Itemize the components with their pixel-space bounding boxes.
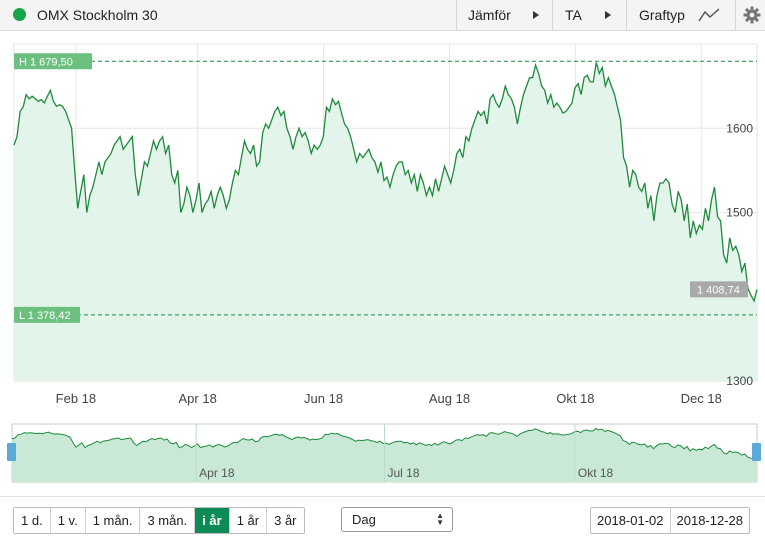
range-3m-button[interactable]: 3 mån. <box>140 508 196 533</box>
low-badge: L 1 378,42 <box>14 306 80 323</box>
x-tick-label: Aug 18 <box>429 391 470 406</box>
navigator-tick-label: Okt 18 <box>578 466 614 480</box>
price-area-fill <box>14 62 757 381</box>
price-chart[interactable]: H 1 679,50 L 1 378,42 1 408,74 160015001… <box>0 31 765 421</box>
compare-arrow-icon <box>533 11 539 19</box>
navigator-labels: Apr 18 Jul 18 Okt 18 <box>199 466 613 480</box>
low-label: L 1 378,42 <box>19 310 71 322</box>
x-tick-label: Jun 18 <box>304 391 343 406</box>
toolbar-divider <box>552 0 553 31</box>
interval-select[interactable]: Dag ▲ ▼ <box>341 507 453 532</box>
navigator-left-handle[interactable] <box>7 443 16 461</box>
toolbar: OMX Stockholm 30 Jämför TA Graftyp <box>0 0 765 31</box>
navigator-tick-label: Jul 18 <box>388 466 420 480</box>
y-axis-labels: 1600 1500 1300 <box>726 121 753 388</box>
page-title: OMX Stockholm 30 <box>37 7 158 23</box>
navigator-tick-label: Apr 18 <box>199 466 235 480</box>
select-caret-icon: ▲ ▼ <box>436 511 444 527</box>
toolbar-divider <box>735 0 736 31</box>
y-tick-label: 1300 <box>726 374 753 388</box>
range-1w-button[interactable]: 1 v. <box>50 508 86 533</box>
last-price-label: 1 408,74 <box>697 284 740 296</box>
date-to-field[interactable]: 2018-12-28 <box>670 508 749 533</box>
x-axis-labels: Feb 18 Apr 18 Jun 18 Aug 18 Okt 18 Dec 18 <box>56 391 722 406</box>
navigator-gridlines <box>195 424 576 482</box>
high-label: H 1 679,50 <box>19 56 73 68</box>
x-tick-label: Dec 18 <box>681 391 722 406</box>
range-navigator[interactable]: Apr 18 Jul 18 Okt 18 <box>0 421 765 489</box>
x-tick-label: Okt 18 <box>556 391 594 406</box>
chart-type-button[interactable]: Graftyp <box>639 7 685 23</box>
range-ytd-button[interactable]: i år <box>195 508 230 533</box>
range-1m-button[interactable]: 1 mån. <box>85 508 141 533</box>
x-tick-label: Apr 18 <box>179 391 217 406</box>
status-dot-icon <box>13 8 26 21</box>
range-1d-button[interactable]: 1 d. <box>14 508 51 533</box>
ta-arrow-icon <box>605 11 611 19</box>
date-range: 2018-01-02 2018-12-28 <box>590 507 750 534</box>
x-tick-label: Feb 18 <box>56 391 96 406</box>
navigator-right-handle[interactable] <box>752 443 761 461</box>
range-button-group: 1 d. 1 v. 1 mån. 3 mån. i år 1 år 3 år <box>13 507 305 534</box>
toolbar-divider <box>456 0 457 31</box>
toolbar-divider <box>626 0 627 31</box>
interval-select-value: Dag <box>352 512 376 527</box>
ta-button[interactable]: TA <box>565 7 582 23</box>
y-tick-label: 1600 <box>726 121 753 135</box>
controls-bar: 1 d. 1 v. 1 mån. 3 mån. i år 1 år 3 år D… <box>0 496 765 538</box>
y-tick-label: 1500 <box>726 206 753 220</box>
price-line <box>13 62 758 303</box>
range-3y-button[interactable]: 3 år <box>267 508 304 533</box>
settings-gear-icon[interactable] <box>742 5 762 25</box>
date-from-field[interactable]: 2018-01-02 <box>591 508 671 533</box>
line-chart-icon[interactable] <box>697 6 721 24</box>
high-badge: H 1 679,50 <box>14 53 92 70</box>
range-1y-button[interactable]: 1 år <box>229 508 268 533</box>
compare-button[interactable]: Jämför <box>468 7 511 23</box>
last-price-badge: 1 408,74 <box>690 281 748 298</box>
